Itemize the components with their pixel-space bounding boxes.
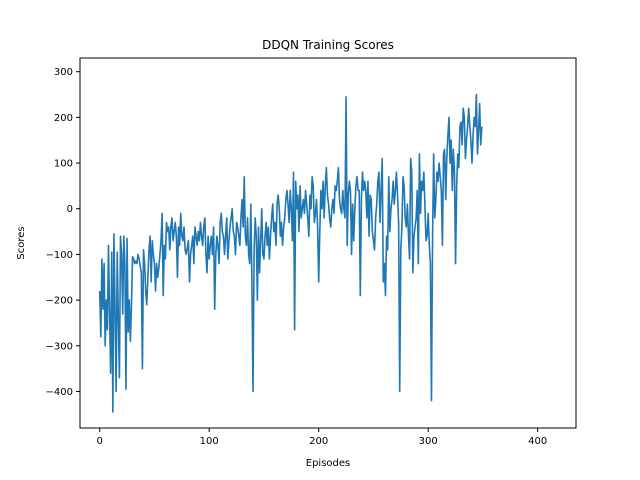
y-axis-label: Scores [16, 226, 27, 259]
y-tick-label: 100 [54, 159, 73, 170]
y-tick-label: 300 [54, 67, 73, 78]
x-tick-label: 300 [419, 436, 438, 447]
plot-area [79, 57, 577, 429]
chart-title: DDQN Training Scores [262, 38, 394, 52]
x-tick-label: 100 [200, 436, 219, 447]
y-tick-label: −400 [46, 387, 73, 398]
series-layer [98, 93, 483, 413]
x-axis: 0 100 200 300 400 [97, 428, 547, 447]
x-tick-label: 400 [528, 436, 547, 447]
x-tick-label: 200 [309, 436, 328, 447]
y-tick-label: −300 [46, 341, 73, 352]
x-axis-label: Episodes [306, 458, 350, 469]
y-tick-label: −100 [46, 250, 73, 261]
y-axis: −400 −300 −200 −100 0 100 200 300 [46, 67, 80, 398]
series-line-0 [98, 93, 483, 413]
axes-frame [79, 57, 577, 429]
y-tick-label: −200 [46, 296, 73, 307]
y-tick-label: 0 [67, 204, 73, 215]
y-tick-label: 200 [54, 113, 73, 124]
x-tick-label: 0 [97, 436, 103, 447]
